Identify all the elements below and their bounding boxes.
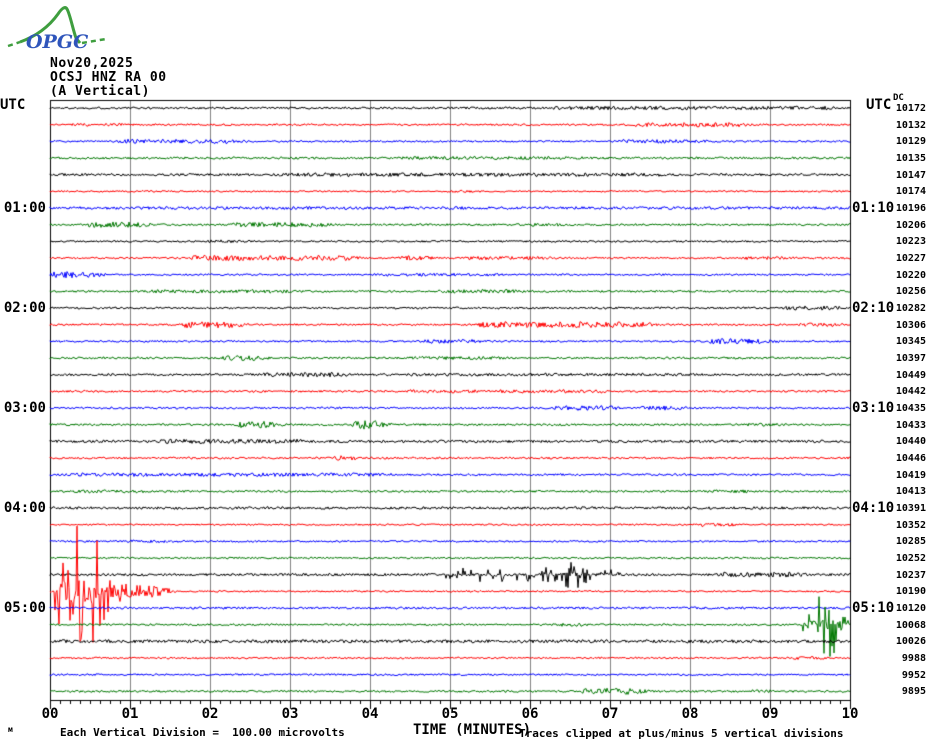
header-component: (A Vertical) <box>50 84 150 99</box>
scale-note: Each Vertical Division = 100.00 microvol… <box>60 726 345 739</box>
clip-note: Traces clipped at plus/minus 5 vertical … <box>519 727 844 740</box>
utc-label-right: UTC <box>866 97 892 113</box>
utc-label-left: UTC <box>0 97 26 113</box>
tiny-corner-glyph: м <box>8 725 13 734</box>
header-date: Nov20,2025 <box>50 56 134 71</box>
logo-mountain-dash-right <box>81 37 107 45</box>
dc-column-label: DC <box>893 93 904 103</box>
opgc-logo: OPGC <box>7 6 107 53</box>
logo-mountain-curve <box>19 6 82 44</box>
x-axis-title: TIME (MINUTES) <box>413 722 532 738</box>
logo-text: OPGC <box>26 31 88 53</box>
logo-mountain-dash-left <box>7 40 21 48</box>
header-station: OCSJ HNZ RA 00 <box>50 70 167 85</box>
